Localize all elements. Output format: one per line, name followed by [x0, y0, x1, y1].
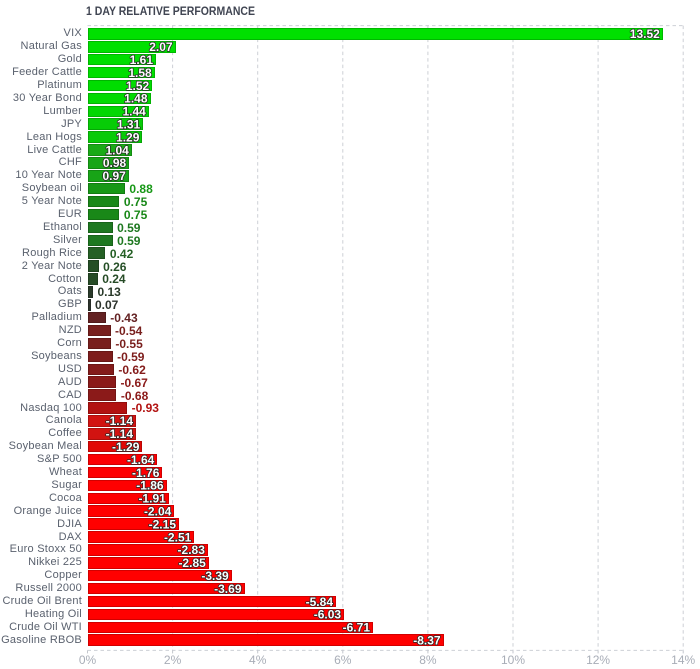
- svg-text:-6.03: -6.03: [314, 608, 342, 622]
- svg-text:-2.51: -2.51: [164, 530, 192, 544]
- svg-text:0.97: 0.97: [102, 169, 126, 183]
- svg-text:-1.14: -1.14: [106, 414, 134, 428]
- svg-text:1.61: 1.61: [130, 53, 154, 67]
- svg-text:-2.83: -2.83: [178, 543, 206, 557]
- svg-text:-2.85: -2.85: [178, 556, 206, 570]
- svg-text:-1.76: -1.76: [132, 466, 160, 480]
- svg-text:1.04: 1.04: [105, 143, 129, 157]
- svg-text:2.07: 2.07: [149, 40, 173, 54]
- svg-text:1.58: 1.58: [128, 66, 152, 80]
- svg-text:13.52: 13.52: [630, 27, 660, 41]
- svg-text:-1.64: -1.64: [127, 453, 155, 467]
- svg-text:1.31: 1.31: [117, 118, 141, 132]
- svg-text:-1.86: -1.86: [136, 479, 164, 493]
- svg-text:1.52: 1.52: [126, 79, 150, 93]
- svg-text:-2.15: -2.15: [149, 517, 177, 531]
- svg-text:1.29: 1.29: [116, 130, 140, 144]
- svg-text:-2.04: -2.04: [144, 505, 172, 519]
- svg-text:-3.39: -3.39: [201, 569, 229, 583]
- svg-text:-6.71: -6.71: [343, 621, 371, 635]
- svg-text:-8.37: -8.37: [413, 634, 441, 648]
- svg-text:-1.29: -1.29: [112, 440, 140, 454]
- svg-text:-3.69: -3.69: [214, 582, 242, 596]
- svg-text:0.98: 0.98: [103, 156, 127, 170]
- svg-text:-5.84: -5.84: [306, 595, 334, 609]
- svg-text:-1.14: -1.14: [106, 427, 134, 441]
- svg-text:1.44: 1.44: [122, 105, 146, 119]
- svg-text:-1.91: -1.91: [138, 492, 166, 506]
- svg-text:1.48: 1.48: [124, 92, 148, 106]
